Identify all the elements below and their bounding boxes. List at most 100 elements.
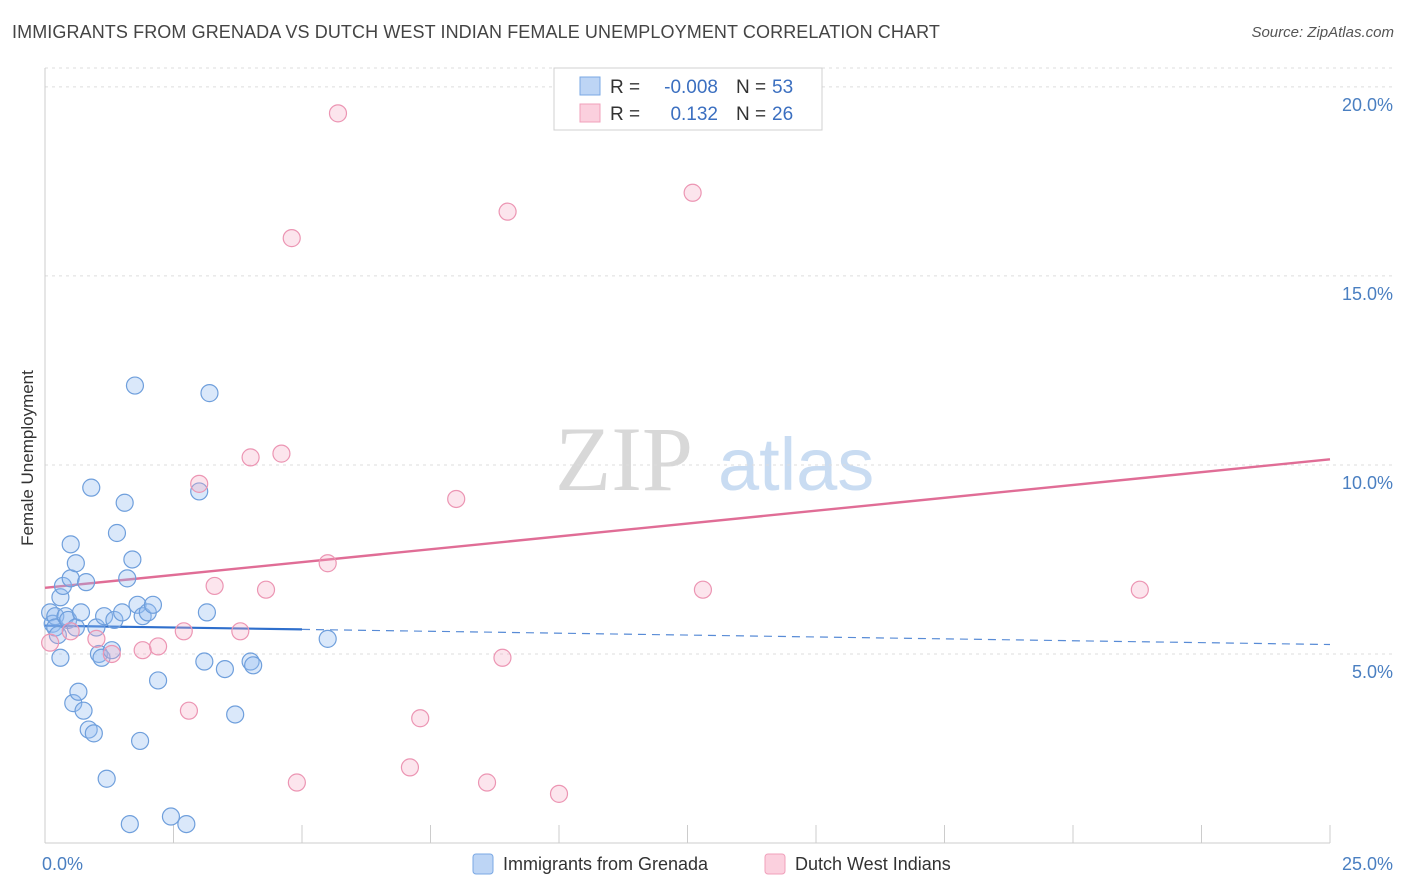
- dutch-west-indian-point: [205, 576, 224, 596]
- legend-n-value-grenada: 53: [772, 77, 793, 98]
- grenada-point: [118, 569, 137, 588]
- grenada-point: [318, 629, 337, 648]
- grenada-trend-dashed: [301, 628, 1331, 646]
- grenada-point: [95, 607, 114, 626]
- bottom-legend-label-dutch: Dutch West Indians: [795, 854, 951, 874]
- dutch-west-indian-point: [41, 633, 60, 652]
- bottom-legend-swatch-grenada: [472, 853, 494, 875]
- grenada-point: [77, 573, 96, 592]
- y-tick-labels: 5.0% 10.0% 15.0% 20.0%: [1342, 95, 1393, 682]
- grenada-point: [69, 682, 88, 701]
- grenada-point: [105, 610, 124, 630]
- y-tick-label: 5.0%: [1352, 662, 1393, 682]
- gridlines: [45, 67, 1392, 655]
- grenada-point: [200, 384, 219, 403]
- dutch-west-indian-point: [328, 104, 348, 123]
- legend-r-value-dutch: 0.132: [670, 104, 718, 125]
- dutch-west-indian-point: [87, 629, 106, 648]
- dutch-west-indian-point: [498, 202, 517, 221]
- legend-n-label-grenada: N =: [736, 77, 766, 98]
- watermark-zip: ZIP: [555, 408, 693, 510]
- dutch-west-indian-trend: [44, 458, 1331, 590]
- dutch-west-indian-point: [272, 444, 291, 463]
- dutch-west-indian-point: [400, 758, 420, 777]
- grenada-point: [61, 569, 80, 588]
- dutch-west-indian-point: [148, 637, 168, 656]
- dutch-west-indian-point: [190, 474, 209, 493]
- dutch-west-indian-point: [447, 489, 466, 509]
- grenada-point: [195, 652, 214, 671]
- dutch-west-indian-point: [287, 773, 306, 792]
- legend-r-label-grenada: R =: [610, 77, 640, 98]
- data-points: [41, 104, 1149, 834]
- x-tick-labels: 0.0% 25.0%: [42, 854, 1393, 874]
- dutch-west-indian-point: [133, 641, 152, 660]
- grenada-point: [92, 648, 111, 667]
- legend-swatch-grenada: [579, 76, 601, 96]
- grenada-point: [215, 659, 234, 679]
- watermark: ZIP atlas: [555, 408, 874, 510]
- grenada-point: [61, 535, 80, 554]
- dutch-west-indian-point: [282, 229, 301, 248]
- grenada-point: [148, 671, 168, 690]
- dutch-west-indian-point: [683, 183, 702, 202]
- grenada-point: [120, 814, 139, 834]
- legend-swatch-dutch: [579, 103, 601, 123]
- y-tick-label: 15.0%: [1342, 284, 1393, 304]
- grenada-point: [51, 648, 70, 667]
- x-tick-label-max: 25.0%: [1342, 854, 1393, 874]
- grenada-point: [107, 523, 127, 543]
- grenada-point: [64, 694, 83, 713]
- dutch-west-indian-point: [493, 648, 512, 667]
- grenada-point: [177, 814, 196, 834]
- bottom-legend-label-grenada: Immigrants from Grenada: [503, 854, 709, 874]
- dutch-west-indian-point: [179, 701, 199, 720]
- grenada-point: [53, 576, 73, 596]
- legend-r-value-grenada: -0.008: [664, 77, 718, 98]
- grenada-point: [51, 588, 70, 607]
- chart-title: IMMIGRANTS FROM GRENADA VS DUTCH WEST IN…: [12, 22, 940, 42]
- grenada-point: [190, 482, 209, 501]
- grenada-point: [244, 656, 263, 675]
- dutch-west-indian-point: [231, 622, 250, 641]
- dutch-west-indian-point: [1130, 580, 1149, 599]
- y-tick-label: 10.0%: [1342, 473, 1393, 493]
- bottom-legend-swatch-dutch: [764, 853, 786, 875]
- source-credit: Source: ZipAtlas.com: [1251, 24, 1394, 41]
- dutch-west-indian-point: [693, 580, 713, 599]
- grenada-point: [74, 701, 93, 720]
- legend-n-label-dutch: N =: [736, 104, 766, 125]
- x-tick-label-min: 0.0%: [42, 854, 83, 874]
- grenada-point: [197, 603, 217, 622]
- legend-n-value-dutch: 26: [772, 104, 793, 125]
- grenada-point: [112, 603, 132, 622]
- grenada-point: [66, 554, 85, 573]
- dutch-west-indian-point: [256, 580, 276, 599]
- grenada-point: [143, 595, 163, 614]
- y-tick-label: 20.0%: [1342, 95, 1393, 115]
- grenada-point: [97, 769, 116, 788]
- grenada-point: [84, 724, 103, 743]
- grenada-point: [125, 376, 145, 395]
- grenada-point: [130, 731, 150, 751]
- dutch-west-indian-point: [318, 554, 337, 573]
- grenada-point: [161, 807, 181, 826]
- axes: [44, 68, 1331, 844]
- dutch-west-indian-point: [549, 784, 569, 803]
- grenada-point: [123, 550, 142, 569]
- grenada-point: [115, 493, 134, 512]
- legend-r-label-dutch: R =: [610, 104, 640, 125]
- dutch-west-indian-point: [241, 448, 260, 467]
- grenada-point: [226, 705, 245, 724]
- grenada-point: [71, 603, 91, 622]
- dutch-west-indian-point: [61, 622, 80, 641]
- grenada-point: [82, 478, 101, 497]
- dutch-west-indian-point: [477, 773, 497, 792]
- dutch-west-indian-point: [174, 622, 193, 641]
- dutch-west-indian-point: [411, 709, 430, 728]
- bottom-legend: Immigrants from Grenada Dutch West India…: [472, 853, 951, 875]
- dutch-west-indian-point: [102, 644, 121, 664]
- grenada-point: [128, 595, 147, 614]
- legend-box: R = -0.008 N = 53 R = 0.132 N = 26: [553, 67, 823, 131]
